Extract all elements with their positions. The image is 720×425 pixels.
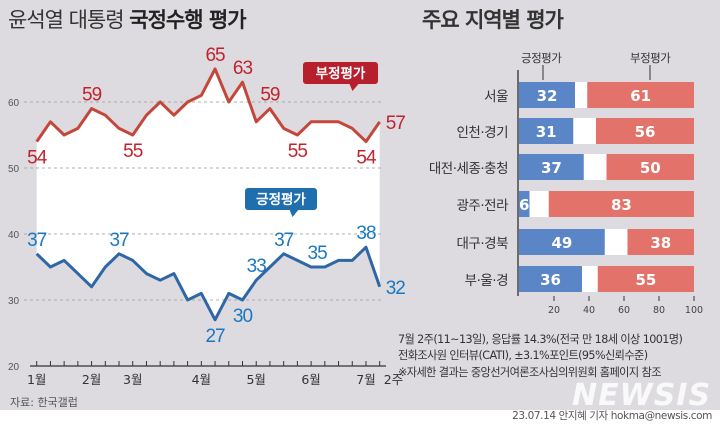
point-label: 27 <box>205 326 225 347</box>
point-label: 33 <box>247 256 267 277</box>
source-text: 자료: 한국갤럽 <box>10 396 78 409</box>
x-tick-label: 4월 <box>192 372 211 387</box>
x-tick-label: 1월 <box>27 372 46 387</box>
badge-label: 부정평가 <box>316 65 366 82</box>
point-label: 57 <box>386 113 406 134</box>
point-label: 35 <box>308 243 328 264</box>
x-tick-label: 3월 <box>123 372 142 387</box>
bar-value-negative: 38 <box>650 234 671 252</box>
point-label: 63 <box>233 58 253 79</box>
point-label: 37 <box>109 230 129 251</box>
point-label: 55 <box>123 141 143 162</box>
series-badge <box>245 188 317 210</box>
point-label: 65 <box>205 45 225 66</box>
header-negative: 부정평가 <box>630 51 671 65</box>
positive-line <box>35 245 382 322</box>
bar-negative <box>627 229 694 255</box>
bar-value-negative: 56 <box>635 123 656 141</box>
y-tick-label: 60 <box>8 98 20 109</box>
region-label: 대전·세종·충청 <box>428 161 509 177</box>
header-positive: 긍정평가 <box>521 51 562 65</box>
bar-negative <box>596 118 694 144</box>
x-tick-label: 7월 <box>356 372 375 387</box>
bar-positive <box>519 154 584 180</box>
point-label: 54 <box>356 148 377 169</box>
bar-positive <box>519 191 530 217</box>
bar-x-tick-label: 40 <box>583 305 595 316</box>
region-label: 대구·경북 <box>456 236 509 252</box>
bar-value-positive: 31 <box>536 123 557 141</box>
bar-positive <box>519 118 574 144</box>
y-tick-label: 50 <box>8 164 20 175</box>
title-bold: 국정수행 평가 <box>129 8 246 32</box>
point-label: 54 <box>27 148 48 169</box>
y-tick-label: 40 <box>8 230 20 241</box>
region-label: 부·울·경 <box>464 273 509 289</box>
title-prefix: 윤석열 대통령 <box>8 8 130 32</box>
bar-value-negative: 55 <box>635 271 656 289</box>
region-label: 광주·전라 <box>456 198 509 214</box>
bar-negative <box>597 266 694 292</box>
bar-negative <box>587 82 694 108</box>
negative-line <box>35 67 381 144</box>
bar-value-positive: 36 <box>540 271 561 289</box>
bar-value-positive: 32 <box>537 87 558 105</box>
point-label: 37 <box>274 230 294 251</box>
point-label: 32 <box>386 278 406 299</box>
bar-x-tick-label: 80 <box>653 305 665 316</box>
region-label: 서울 <box>484 89 508 105</box>
note-line-2: 전화조사원 인터뷰(CATI), ±3.1%포인트(95%신뢰수준) <box>398 349 648 362</box>
bar-value-negative: 50 <box>640 159 661 177</box>
note-line-3: ※자세한 결과는 중앙선거여론조사심의위원회 홈페이지 참조 <box>398 366 662 379</box>
badge-pointer <box>349 84 359 91</box>
point-label: 38 <box>356 223 376 244</box>
y-tick-label: 20 <box>8 362 20 373</box>
x-tick-label: 6월 <box>301 372 320 387</box>
point-label: 59 <box>260 85 280 106</box>
credit-text: 23.07.14 안지혜 기자 hokma@newsis.com <box>512 410 712 422</box>
point-label: 37 <box>27 230 47 251</box>
series-badge <box>303 62 378 84</box>
bar-positive <box>519 229 605 255</box>
bar-positive <box>519 82 575 108</box>
badge-pointer <box>289 210 299 217</box>
x-tick-label: 2월 <box>82 372 101 387</box>
region-label: 인천·경기 <box>456 125 509 141</box>
right-chart-title: 주요 지역별 평가 <box>422 8 564 32</box>
x-tick-label: 2주 <box>384 372 403 387</box>
point-label: 55 <box>288 141 308 162</box>
bar-x-tick-label: 100 <box>685 305 703 316</box>
bar-negative <box>606 154 694 180</box>
bar-value-positive: 6 <box>519 196 529 214</box>
bar-positive <box>519 266 582 292</box>
left-chart-title: 윤석열 대통령 국정수행 평가 <box>8 4 247 34</box>
newsis-watermark: NEWSIS <box>572 378 712 413</box>
bar-value-positive: 37 <box>541 159 562 177</box>
y-tick-label: 30 <box>8 296 20 307</box>
bar-negative <box>548 191 694 217</box>
badge-label: 긍정평가 <box>256 191 306 208</box>
bar-x-tick-label: 20 <box>548 305 560 316</box>
bar-value-positive: 49 <box>551 234 572 252</box>
bar-x-tick-label: 60 <box>618 305 630 316</box>
point-label: 30 <box>233 306 253 327</box>
bar-value-negative: 83 <box>611 196 632 214</box>
point-label: 59 <box>82 85 102 106</box>
bar-value-negative: 61 <box>630 87 651 105</box>
x-tick-label: 5월 <box>246 372 265 387</box>
note-line-1: 7월 2주(11~13일), 응답률 14.3%(전국 만 18세 이상 100… <box>398 333 683 346</box>
